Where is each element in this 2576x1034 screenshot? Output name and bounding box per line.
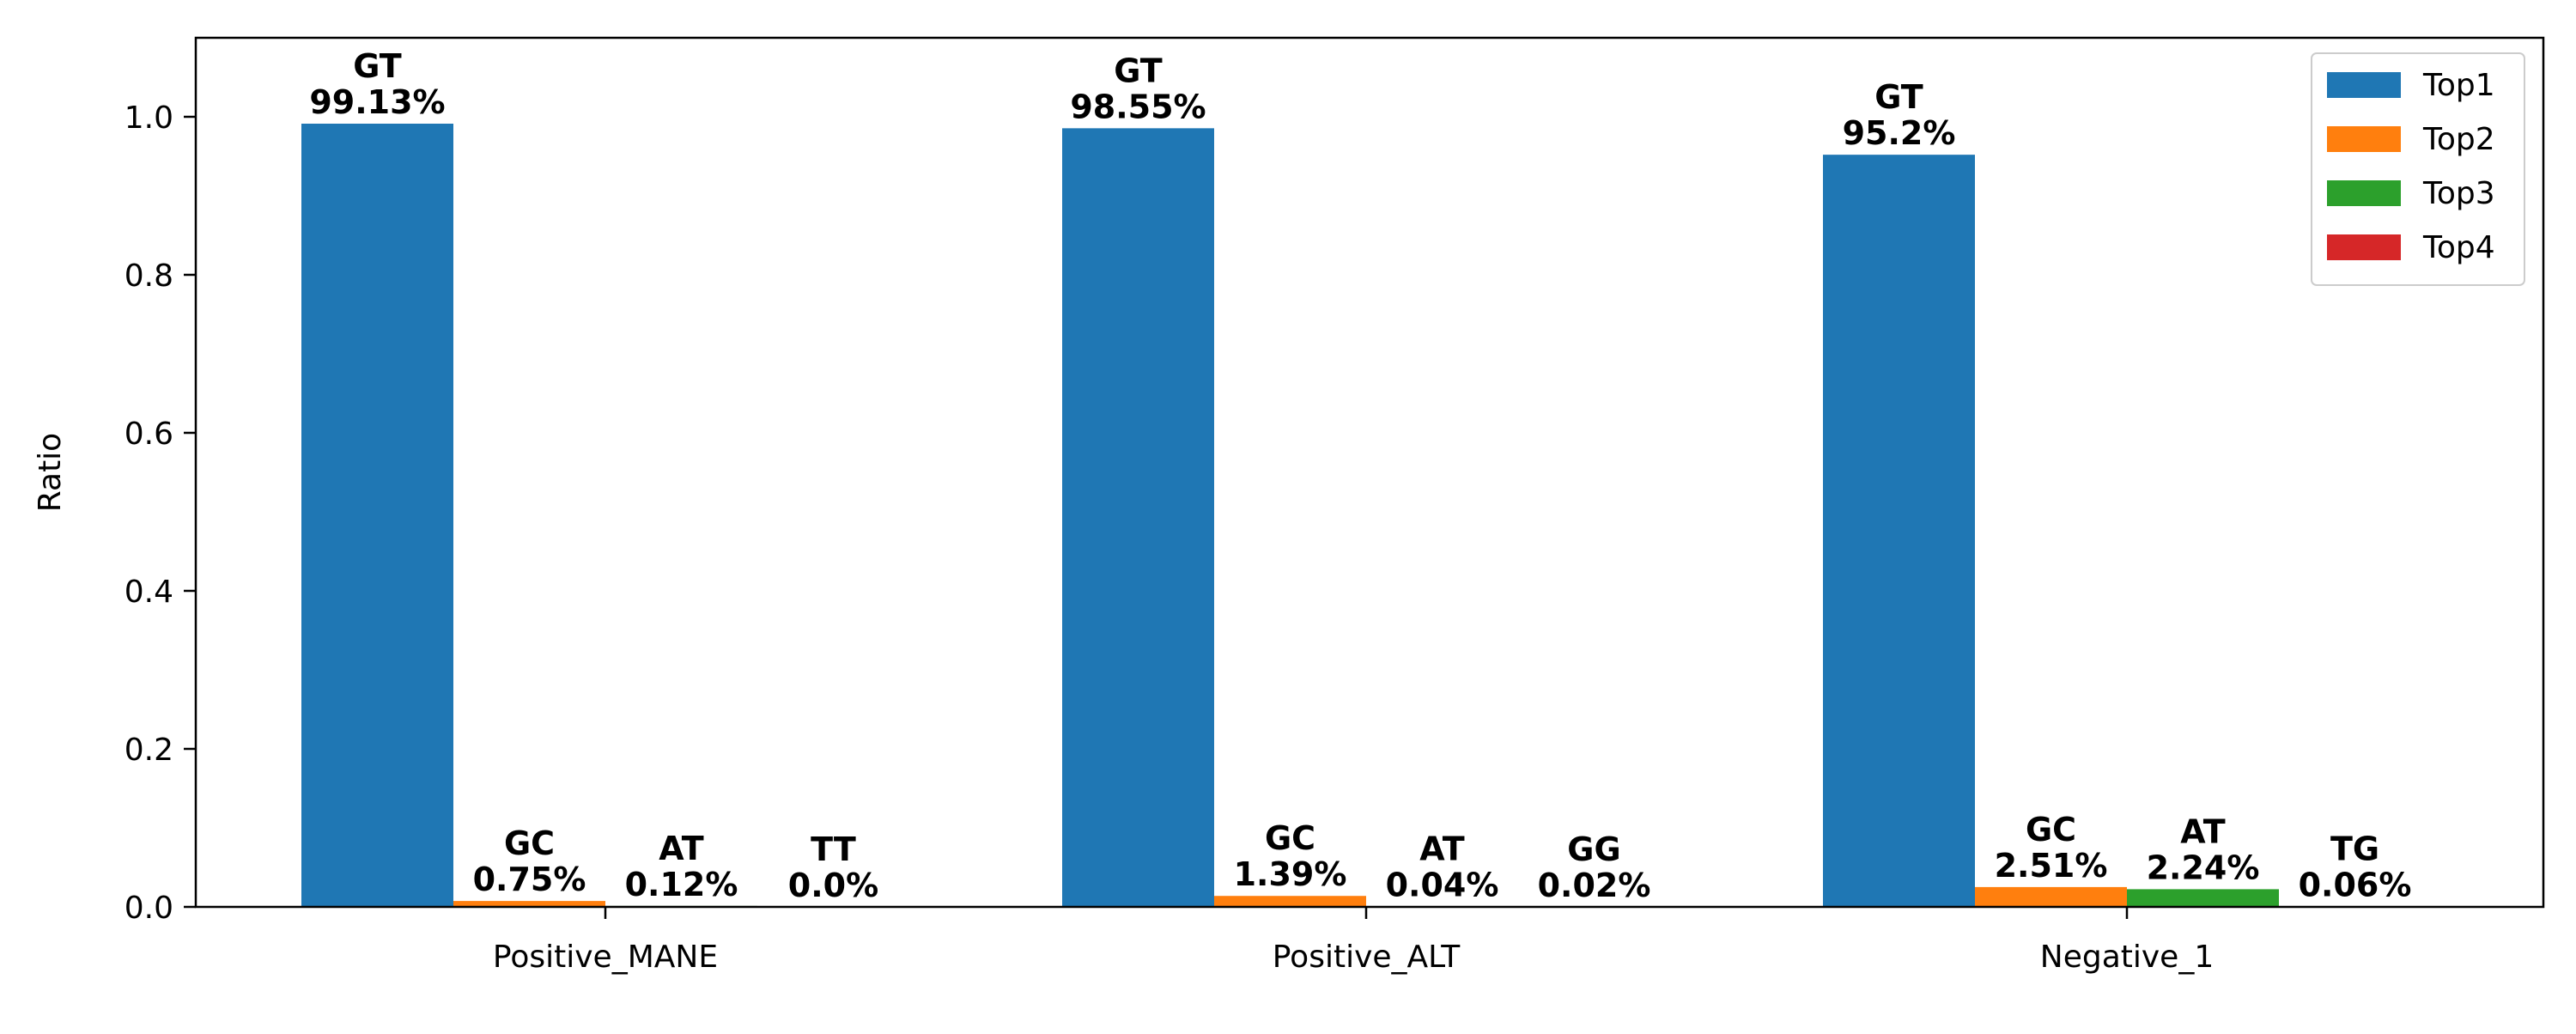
bar-top1-positive_mane [301, 124, 453, 907]
bar-top1-positive_alt [1062, 128, 1214, 907]
legend-swatch-top2 [2327, 126, 2401, 152]
bar-top2-positive_alt [1214, 896, 1366, 907]
bar-label-percent: 0.02% [1538, 867, 1651, 904]
bar-label-percent: 2.51% [1995, 847, 2108, 885]
x-tick-label: Positive_MANE [493, 940, 718, 975]
y-tick-label: 0.6 [125, 417, 173, 452]
x-tick-label: Positive_ALT [1273, 940, 1461, 975]
bar-label-motif: GC [2026, 811, 2076, 848]
bar-label-percent: 0.04% [1386, 867, 1499, 904]
legend-label: Top2 [2422, 122, 2495, 157]
y-tick-label: 0.8 [125, 258, 173, 294]
legend-label: Top3 [2422, 176, 2495, 211]
bar-label-motif: GT [1114, 52, 1163, 89]
bar-label-motif: GG [1567, 830, 1620, 868]
bar-label-percent: 0.75% [473, 861, 586, 898]
legend-swatch-top4 [2327, 234, 2401, 260]
plot-frame [196, 38, 2543, 907]
bar-label-motif: AT [659, 830, 703, 867]
bar-label-motif: AT [1419, 830, 1464, 868]
bar-label-percent: 1.39% [1234, 855, 1347, 893]
legend-swatch-top1 [2327, 72, 2401, 98]
bar-top3-negative_1 [2127, 889, 2279, 907]
legend: Top1 Top2 Top3 Top4 [2312, 53, 2524, 285]
bar-label-motif: GT [353, 47, 402, 85]
bar-label-percent: 0.12% [625, 866, 738, 903]
y-tick-label: 0.2 [125, 733, 173, 768]
x-tick-label: Negative_1 [2040, 940, 2214, 975]
bar-top1-negative_1 [1823, 155, 1975, 907]
bar-label-motif: GC [504, 824, 555, 862]
bar-label-motif: TG [2330, 830, 2379, 867]
bar-label-motif: GC [1265, 819, 1315, 857]
bar-label-percent: 98.55% [1070, 88, 1206, 125]
bars-layer [301, 124, 2431, 907]
y-axis-label: Ratio [33, 433, 68, 512]
bar-label-motif: GT [1874, 78, 1923, 116]
y-tick-label: 0.4 [125, 575, 173, 610]
bar-label-percent: 0.06% [2299, 866, 2412, 903]
legend-label: Top1 [2422, 68, 2495, 103]
legend-swatch-top3 [2327, 180, 2401, 206]
y-tick-label: 0.0 [125, 891, 173, 926]
bar-label-motif: AT [2180, 812, 2225, 850]
bar-top2-negative_1 [1975, 887, 2127, 907]
y-tick-label: 1.0 [125, 100, 173, 136]
bar-label-motif: TT [811, 830, 856, 868]
bar-label-percent: 0.0% [788, 867, 878, 904]
bar-label-percent: 2.24% [2147, 848, 2260, 886]
bar-label-percent: 99.13% [309, 83, 445, 121]
bar-labels-layer: GT99.13%GC0.75%AT0.12%TT0.0%GT98.55%GC1.… [309, 47, 2411, 904]
bar-label-percent: 95.2% [1843, 114, 1956, 152]
legend-label: Top4 [2422, 230, 2495, 265]
